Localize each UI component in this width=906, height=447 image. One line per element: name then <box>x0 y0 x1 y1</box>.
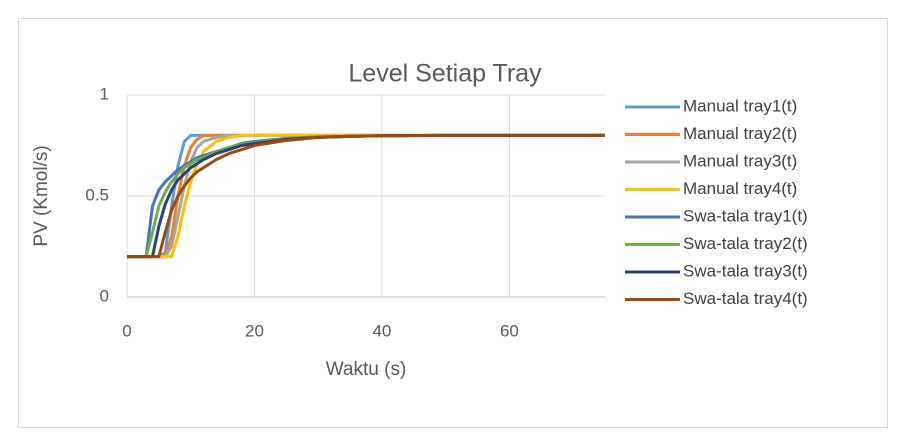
y-tick-label: 1 <box>100 84 109 103</box>
legend-label: Swa-tala tray4(t) <box>683 289 808 308</box>
legend-label: Manual tray2(t) <box>683 124 797 143</box>
x-axis-label: Waktu (s) <box>326 359 407 380</box>
y-tick-label: 0 <box>100 286 109 305</box>
y-axis-label: PV (Kmol/s) <box>31 145 52 246</box>
x-tick-label: 60 <box>500 321 519 340</box>
legend-label: Swa-tala tray3(t) <box>683 261 808 280</box>
chart-border <box>18 18 888 428</box>
x-tick-label: 0 <box>122 321 131 340</box>
x-tick-label: 40 <box>372 321 391 340</box>
chart-title: Level Setiap Tray <box>348 60 542 88</box>
x-tick-label: 20 <box>245 321 264 340</box>
y-tick-label: 0.5 <box>85 185 109 204</box>
legend-label: Manual tray3(t) <box>683 151 797 170</box>
series-line <box>127 133 605 259</box>
legend-label: Manual tray1(t) <box>683 96 797 115</box>
legend-label: Manual tray4(t) <box>683 179 797 198</box>
legend-label: Swa-tala tray1(t) <box>683 206 808 225</box>
legend-label: Swa-tala tray2(t) <box>683 234 808 253</box>
